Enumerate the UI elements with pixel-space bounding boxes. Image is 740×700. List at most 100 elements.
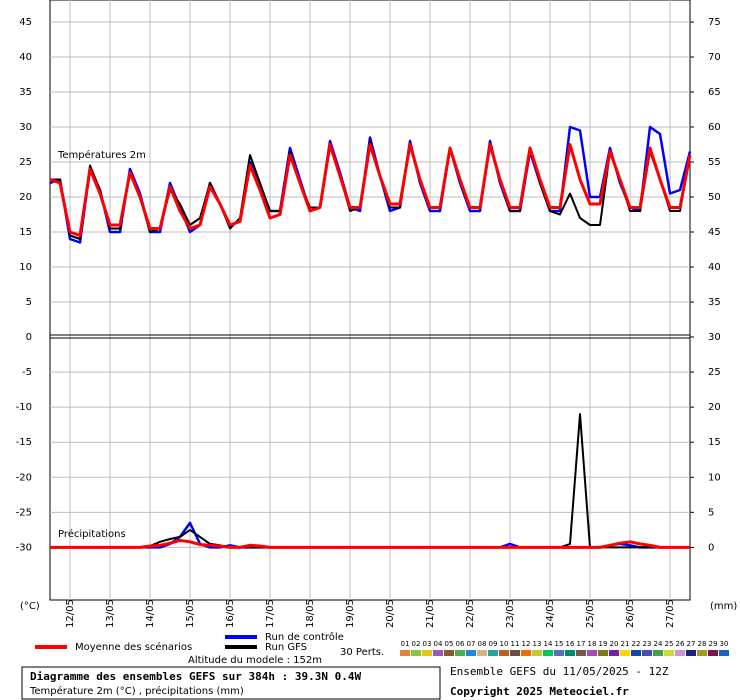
y2-tick-label: 0 bbox=[708, 542, 714, 553]
perturbations-label: 30 Perts. bbox=[340, 647, 384, 658]
y2-tick-label: 25 bbox=[708, 367, 721, 378]
perturbation-swatch bbox=[664, 650, 674, 656]
perturbation-swatch bbox=[631, 650, 641, 656]
y-tick-label: 40 bbox=[19, 52, 32, 63]
perturbation-name: 08 bbox=[478, 640, 487, 648]
y-tick-label: -20 bbox=[16, 472, 32, 483]
perturbation-name: 18 bbox=[588, 640, 597, 648]
perturbation-swatch bbox=[653, 650, 663, 656]
x-tick-label: 20/05 bbox=[385, 599, 396, 628]
perturbation-swatch bbox=[554, 650, 564, 656]
perturbation-swatch bbox=[433, 650, 443, 656]
y-tick-label: 15 bbox=[19, 227, 32, 238]
perturbation-swatch bbox=[598, 650, 608, 656]
perturbation-swatch bbox=[565, 650, 575, 656]
perturbation-name: 21 bbox=[621, 640, 630, 648]
x-tick-label: 21/05 bbox=[425, 599, 436, 628]
perturbation-swatch bbox=[697, 650, 707, 656]
panel-title: Précipitations bbox=[58, 528, 126, 540]
legend-label: Run GFS bbox=[265, 642, 307, 653]
y2-tick-label: 5 bbox=[708, 507, 714, 518]
perturbation-name: 05 bbox=[445, 640, 454, 648]
perturbation-name: 25 bbox=[665, 640, 674, 648]
y2-unit-label: (mm) bbox=[710, 601, 737, 612]
y-tick-label: 10 bbox=[19, 262, 32, 273]
perturbation-name: 29 bbox=[709, 640, 718, 648]
y-tick-label: 45 bbox=[19, 17, 32, 28]
y-tick-label: 20 bbox=[19, 192, 32, 203]
perturbation-swatch bbox=[620, 650, 630, 656]
perturbation-swatch bbox=[521, 650, 531, 656]
perturbation-name: 11 bbox=[511, 640, 520, 648]
perturbation-name: 12 bbox=[522, 640, 531, 648]
perturbation-name: 03 bbox=[423, 640, 432, 648]
perturbation-name: 07 bbox=[467, 640, 476, 648]
perturbation-name: 19 bbox=[599, 640, 608, 648]
footer-box bbox=[21, 666, 441, 700]
perturbation-swatch bbox=[686, 650, 696, 656]
altitude: Altitude du modele : 152m bbox=[188, 655, 322, 666]
y2-tick-label: 70 bbox=[708, 52, 721, 63]
run-info: Ensemble GEFS du 11/05/2025 - 12Z bbox=[450, 665, 669, 678]
x-tick-label: 27/05 bbox=[665, 599, 676, 628]
x-tick-label: 23/05 bbox=[505, 599, 516, 628]
copyright: Copyright 2025 Meteociel.fr bbox=[450, 685, 629, 698]
y2-tick-label: 30 bbox=[708, 332, 721, 343]
perturbation-name: 13 bbox=[533, 640, 542, 648]
y-tick-label: -25 bbox=[16, 507, 32, 518]
x-tick-label: 22/05 bbox=[465, 599, 476, 628]
x-tick-label: 15/05 bbox=[185, 599, 196, 628]
perturbation-swatch bbox=[675, 650, 685, 656]
y2-tick-label: 10 bbox=[708, 472, 721, 483]
y-tick-label: -10 bbox=[16, 402, 32, 413]
perturbation-name: 06 bbox=[456, 640, 465, 648]
y2-tick-label: 65 bbox=[708, 87, 721, 98]
panel-title: Températures 2m bbox=[57, 149, 146, 161]
perturbation-name: 20 bbox=[610, 640, 619, 648]
y-tick-label: 0 bbox=[26, 332, 32, 343]
y2-tick-label: 45 bbox=[708, 227, 721, 238]
x-tick-label: 19/05 bbox=[345, 599, 356, 628]
perturbation-swatch bbox=[609, 650, 619, 656]
perturbation-name: 22 bbox=[632, 640, 641, 648]
perturbation-swatch bbox=[543, 650, 553, 656]
x-tick-label: 24/05 bbox=[545, 599, 556, 628]
plot-frame bbox=[49, 0, 691, 601]
perturbation-name: 15 bbox=[555, 640, 564, 648]
y-tick-label: 5 bbox=[26, 297, 32, 308]
perturbation-name: 09 bbox=[489, 640, 498, 648]
perturbation-swatch bbox=[488, 650, 498, 656]
perturbation-name: 28 bbox=[698, 640, 707, 648]
series-line bbox=[49, 125, 692, 244]
perturbation-name: 16 bbox=[566, 640, 575, 648]
perturbation-swatch bbox=[455, 650, 465, 656]
perturbation-swatch bbox=[499, 650, 509, 656]
perturbation-name: 04 bbox=[434, 640, 443, 648]
y-unit-label: (°C) bbox=[20, 601, 40, 612]
x-tick-label: 13/05 bbox=[105, 599, 116, 628]
perturbation-name: 26 bbox=[676, 640, 685, 648]
x-tick-label: 14/05 bbox=[145, 599, 156, 628]
series-line bbox=[50, 538, 690, 549]
y2-tick-label: 40 bbox=[708, 262, 721, 273]
perturbation-name: 14 bbox=[544, 640, 553, 648]
y2-tick-label: 60 bbox=[708, 122, 721, 133]
perturbation-swatch bbox=[576, 650, 586, 656]
y-tick-label: -5 bbox=[22, 367, 32, 378]
perturbation-swatch bbox=[477, 650, 487, 656]
y2-tick-label: 75 bbox=[708, 17, 721, 28]
x-tick-label: 26/05 bbox=[625, 599, 636, 628]
x-tick-label: 17/05 bbox=[265, 599, 276, 628]
legend-label: Run de contrôle bbox=[265, 631, 344, 643]
y2-tick-label: 20 bbox=[708, 402, 721, 413]
perturbation-swatch bbox=[587, 650, 597, 656]
perturbation-name: 10 bbox=[500, 640, 509, 648]
perturbation-name: 24 bbox=[654, 640, 663, 648]
perturbation-name: 27 bbox=[687, 640, 696, 648]
perturbation-swatch bbox=[444, 650, 454, 656]
legend-label: Moyenne des scénarios bbox=[75, 641, 192, 653]
perturbation-name: 01 bbox=[401, 640, 410, 648]
perturbation-name: 23 bbox=[643, 640, 652, 648]
y2-tick-label: 35 bbox=[708, 297, 721, 308]
